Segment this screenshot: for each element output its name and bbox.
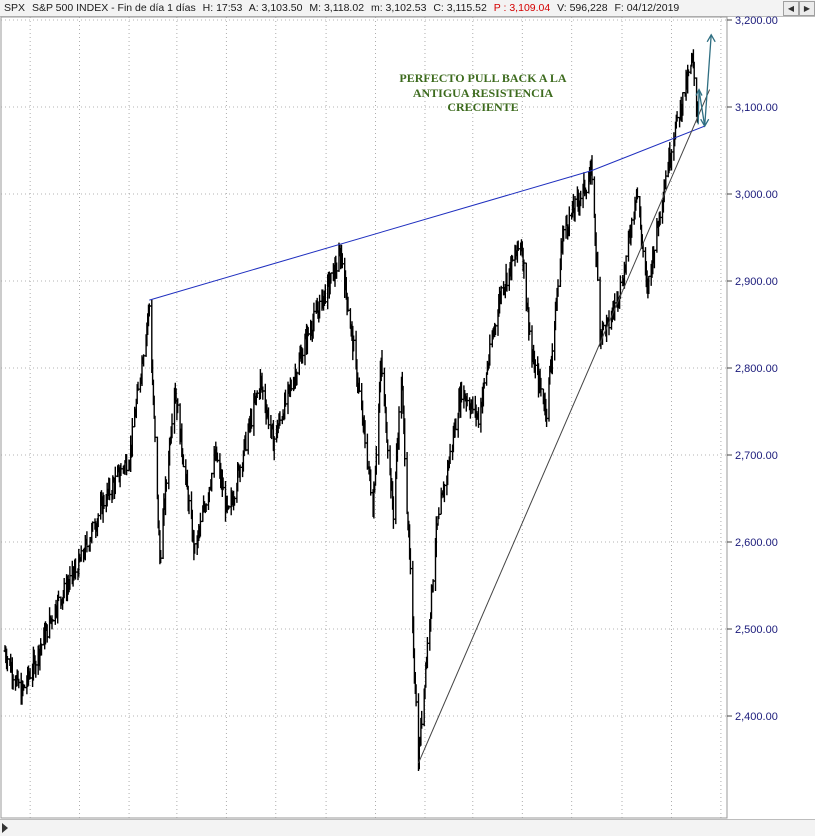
annotation-text: CRECIENTE: [447, 100, 518, 114]
price-tick-label: 2,900.00: [735, 276, 778, 288]
price-tick-label: 2,700.00: [735, 450, 778, 462]
price-tick-label: 3,100.00: [735, 102, 778, 114]
price-tick-label: 2,500.00: [735, 624, 778, 636]
time-axis-bar: [0, 819, 815, 836]
price-tick-label: 3,000.00: [735, 189, 778, 201]
annotation-text: PERFECTO PULL BACK A LA: [399, 71, 566, 85]
price-tick-label: 3,200.00: [735, 15, 778, 27]
price-tick-label: 2,800.00: [735, 363, 778, 375]
scroll-right-icon[interactable]: [2, 823, 8, 833]
price-tick-label: 2,400.00: [735, 711, 778, 723]
price-tick-label: 2,600.00: [735, 537, 778, 549]
annotation-text: ANTIGUA RESISTENCIA: [413, 86, 554, 100]
